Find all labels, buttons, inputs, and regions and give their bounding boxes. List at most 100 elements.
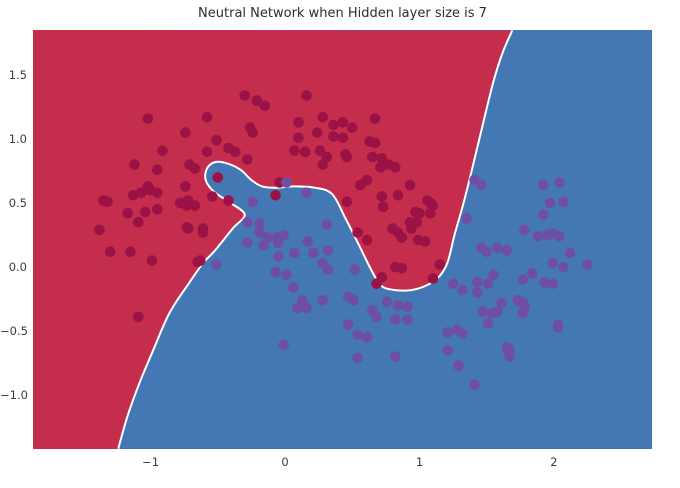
scatter-point-class-0-dark-red [146, 255, 158, 266]
scatter-point-class-0-dark-red [139, 206, 151, 218]
scatter-point-class-1-purple [532, 231, 544, 242]
y-tick-label: −1.0 [0, 387, 28, 402]
scatter-point-class-0-dark-red [133, 216, 144, 228]
scatter-point-class-0-dark-red [293, 117, 304, 128]
scatter-point-class-0-dark-red [317, 159, 329, 170]
scatter-point-class-0-dark-red [152, 164, 163, 176]
scatter-point-class-0-dark-red [367, 151, 378, 163]
scatter-point-class-1-purple [390, 351, 401, 362]
scatter-point-class-0-dark-red [192, 256, 203, 268]
scatter-point-class-0-dark-red [314, 145, 326, 156]
scatter-points [94, 90, 593, 391]
scatter-point-class-0-dark-red [424, 208, 436, 219]
scatter-point-class-0-dark-red [201, 146, 213, 158]
x-tick-label: 1 [415, 455, 424, 469]
scatter-point-class-0-dark-red [392, 190, 404, 201]
scatter-point-class-1-purple [519, 224, 530, 236]
scatter-point-class-1-purple [317, 295, 329, 306]
scatter-point-class-0-dark-red [104, 246, 116, 257]
scatter-point-class-1-purple [453, 360, 464, 371]
scatter-point-class-0-dark-red [133, 311, 144, 323]
scatter-point-class-0-dark-red [341, 196, 353, 207]
scatter-point-class-1-purple [390, 314, 401, 325]
y-tick-label: 1.5 [8, 68, 27, 83]
y-tick-label: 0.0 [8, 260, 27, 274]
scatter-point-class-1-purple [302, 236, 314, 247]
scatter-point-class-1-purple [558, 196, 569, 207]
scatter-point-class-1-purple [501, 245, 513, 256]
scatter-point-class-1-purple [278, 229, 289, 241]
scatter-point-class-1-purple [457, 284, 468, 296]
scatter-point-class-1-purple [442, 344, 454, 356]
scatter-point-class-1-purple [247, 196, 258, 207]
scatter-point-class-0-dark-red [375, 161, 386, 173]
scatter-point-class-1-purple [517, 307, 529, 319]
scatter-point-class-1-purple [402, 314, 413, 325]
scatter-point-class-1-purple [554, 177, 565, 188]
scatter-point-class-0-dark-red [239, 90, 250, 101]
scatter-point-class-0-dark-red [419, 236, 431, 247]
scatter-point-class-1-purple [301, 302, 312, 314]
scatter-point-class-1-purple [461, 213, 472, 224]
scatter-point-class-1-purple [482, 278, 494, 289]
x-tick-label: 2 [550, 455, 558, 469]
scatter-point-class-0-dark-red [369, 137, 381, 149]
scatter-point-class-1-purple [476, 179, 487, 191]
scatter-point-class-0-dark-red [197, 227, 209, 238]
scatter-point-class-1-purple [254, 227, 265, 238]
scatter-point-class-0-dark-red [189, 163, 201, 174]
scatter-point-class-0-dark-red [355, 179, 366, 191]
scatter-point-class-1-purple [402, 301, 413, 313]
scatter-point-class-0-dark-red [94, 224, 105, 236]
scatter-point-class-0-dark-red [247, 127, 258, 138]
scatter-point-class-0-dark-red [211, 135, 222, 146]
scatter-point-class-1-purple [287, 282, 299, 293]
scatter-point-class-1-purple [496, 297, 507, 309]
y-tick-label: 0.5 [8, 196, 27, 211]
scatter-point-class-1-purple [547, 257, 558, 269]
scatter-point-class-1-purple [472, 287, 483, 298]
scatter-point-class-0-dark-red [377, 201, 389, 213]
scatter-point-class-1-purple [517, 274, 529, 286]
scatter-point-class-0-dark-red [369, 113, 381, 124]
scatter-point-class-1-purple [488, 269, 499, 280]
x-tick-label: 0 [281, 455, 289, 469]
scatter-point-class-0-dark-red [361, 234, 373, 246]
scatter-point-class-1-purple [481, 246, 493, 257]
scatter-point-class-1-purple [270, 266, 281, 278]
plot-area [33, 30, 652, 449]
scatter-point-class-0-dark-red [102, 196, 113, 207]
scatter-point-class-1-purple [242, 216, 253, 228]
scatter-point-class-0-dark-red [317, 112, 329, 123]
scatter-point-class-1-purple [342, 319, 354, 330]
scatter-point-class-1-purple [504, 351, 515, 362]
scatter-point-class-1-purple [564, 247, 576, 259]
scatter-point-class-1-purple [371, 311, 382, 323]
scatter-point-class-1-purple [392, 300, 404, 311]
scatter-point-class-1-purple [291, 302, 303, 314]
scatter-point-class-1-purple [477, 306, 489, 318]
scatter-point-class-1-purple [322, 245, 334, 256]
scatter-point-class-0-dark-red [293, 132, 304, 144]
scatter-point-class-1-purple [258, 240, 269, 251]
scatter-point-class-1-purple [352, 352, 363, 364]
scatter-point-class-0-dark-red [125, 246, 136, 257]
y-tick-label: −0.5 [0, 324, 28, 338]
scatter-point-class-1-purple [273, 237, 284, 248]
scatter-point-class-1-purple [554, 231, 565, 242]
scatter-point-class-0-dark-red [289, 145, 300, 156]
scatter-point-class-0-dark-red [427, 273, 439, 284]
scatter-point-class-1-purple [278, 339, 289, 351]
scatter-point-class-0-dark-red [376, 191, 388, 202]
scatter-point-class-0-dark-red [242, 154, 253, 165]
x-tick-label: −1 [142, 455, 160, 469]
decision-boundary-line [117, 30, 514, 449]
scatter-point-class-1-purple [539, 277, 550, 288]
scatter-point-class-0-dark-red [152, 187, 163, 199]
scatter-point-class-1-purple [552, 321, 564, 333]
scatter-point-class-0-dark-red [212, 172, 224, 183]
scatter-point-class-1-purple [547, 278, 558, 289]
scatter-point-class-0-dark-red [390, 161, 401, 173]
scatter-point-class-0-dark-red [396, 232, 408, 243]
scatter-point-class-1-purple [361, 332, 373, 343]
